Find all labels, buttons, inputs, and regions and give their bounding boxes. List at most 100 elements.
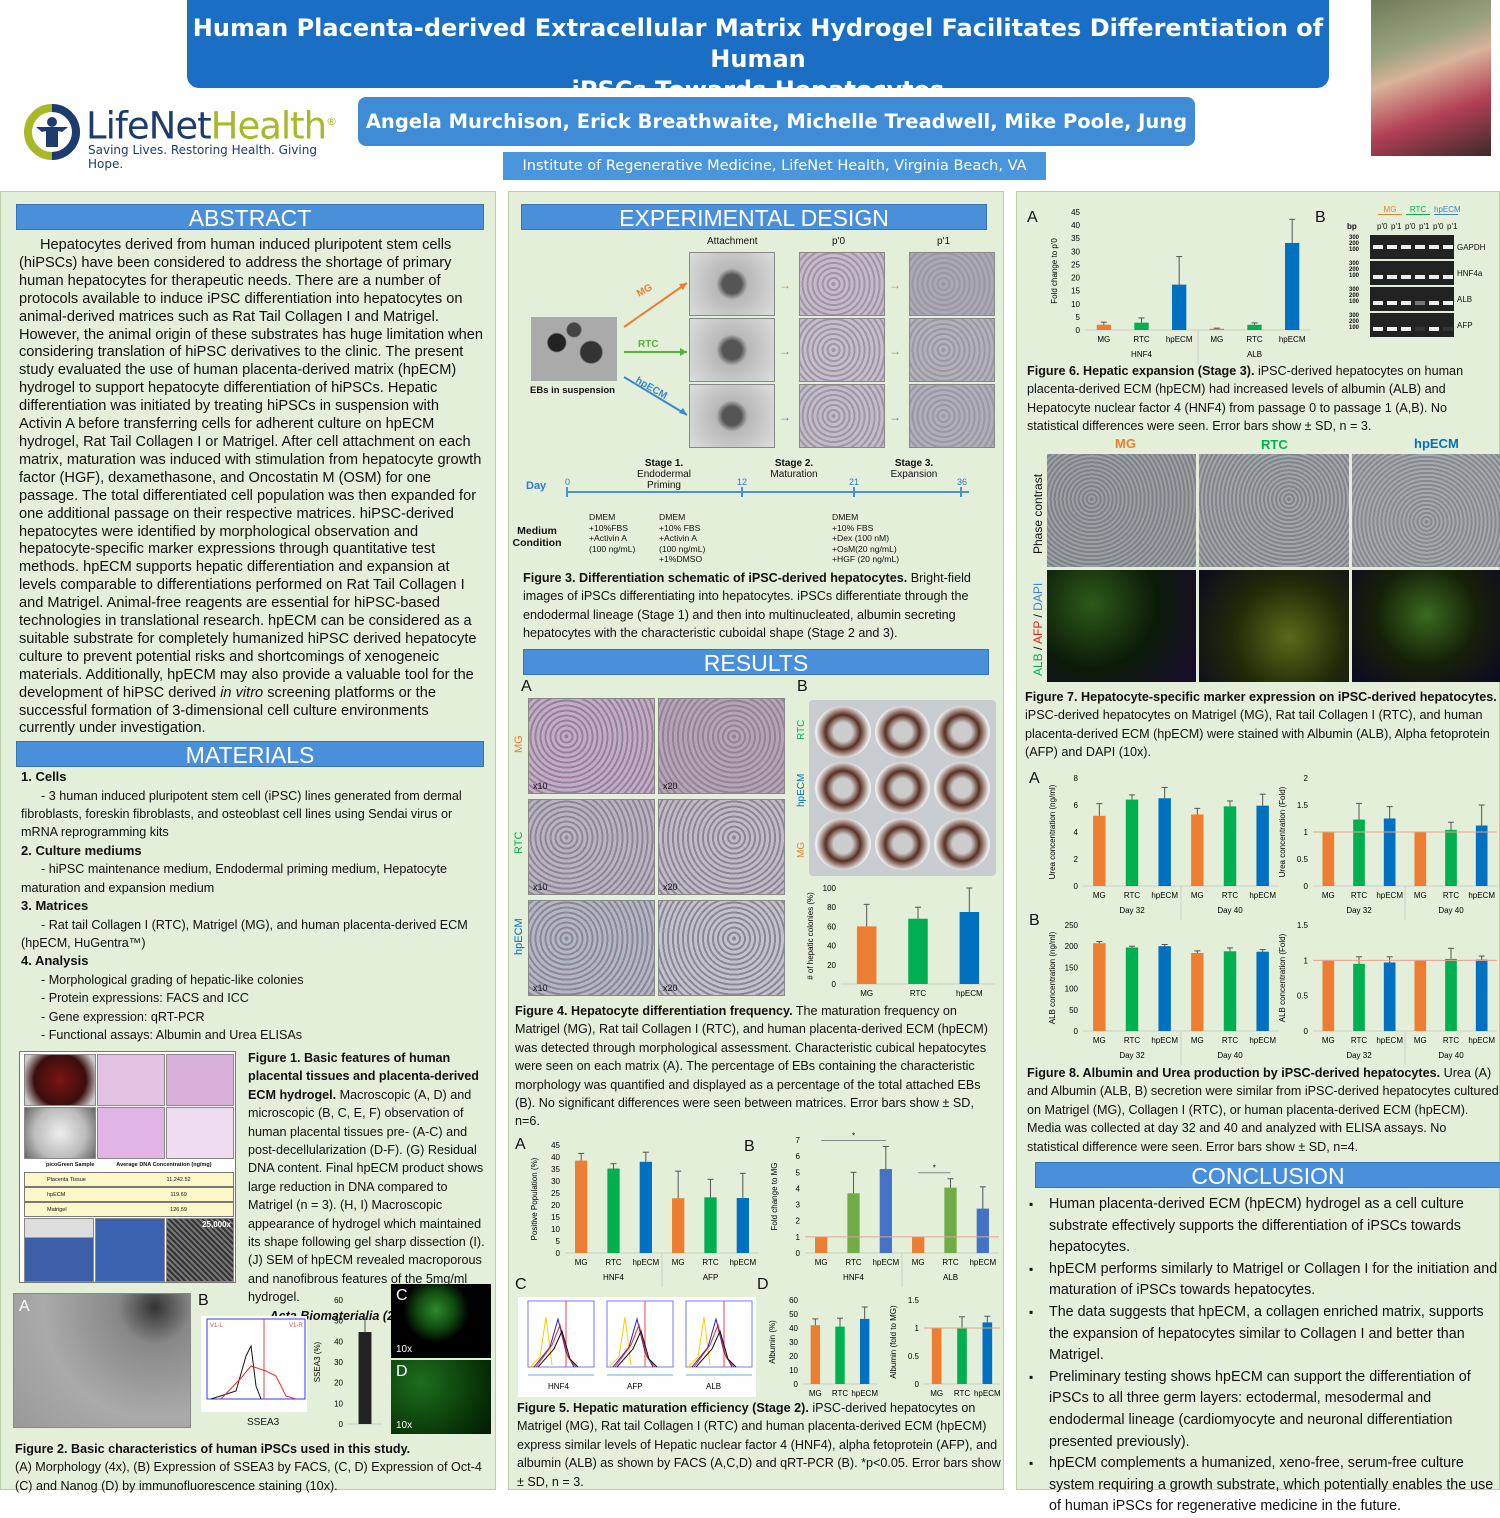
bar xyxy=(1256,951,1269,1031)
bar xyxy=(1134,322,1149,330)
group-label: Day 40 xyxy=(1217,1051,1243,1060)
gel-band xyxy=(1415,327,1425,331)
x-tick-label: RTC xyxy=(845,1258,862,1267)
y-tick-label: 0 xyxy=(556,1249,561,1258)
medium-line: (100 ng/mL) xyxy=(589,543,636,554)
svg-text:36: 36 xyxy=(957,477,967,487)
svg-text:MG: MG xyxy=(635,282,655,300)
fig4-row-label: RTC xyxy=(513,831,525,854)
gel-ladder-label: 300 xyxy=(1349,287,1360,293)
bar xyxy=(1353,819,1365,886)
significance-star: * xyxy=(852,1132,855,1140)
svg-text:V1-R: V1-R xyxy=(289,1323,303,1329)
gel-image xyxy=(1370,313,1454,337)
table-cell: Placenta Tissue xyxy=(47,1176,86,1183)
y-tick-label: 30 xyxy=(1071,247,1080,256)
x-tick-label: hpECM xyxy=(1166,335,1193,344)
experimental-design-heading: EXPERIMENTAL DESIGN xyxy=(521,204,987,231)
fig5b-chart: 0 1 2 3 4 5 6 7 Fold change to MG MG RTC hpECM HNF4 M… xyxy=(770,1132,999,1287)
fig1-panel-d xyxy=(24,1107,96,1159)
y-tick-label: 40 xyxy=(334,1337,343,1346)
fig1-panel-i xyxy=(95,1218,165,1282)
materials-item-line: - 3 human induced pluripotent stem cell … xyxy=(21,788,462,840)
group-label: HNF4 xyxy=(603,1273,624,1282)
gel-gene-label: HNF4a xyxy=(1457,269,1483,278)
bar xyxy=(1475,959,1488,1031)
figure-1-image: picoGreen Sample Average DNA Concentratio… xyxy=(19,1051,236,1283)
gel-band xyxy=(1415,301,1425,305)
x-tick-label: MG xyxy=(1191,891,1204,900)
fig4-well-plate xyxy=(809,700,996,876)
y-tick-label: 8 xyxy=(1074,774,1079,783)
x-tick-label: hpECM xyxy=(1279,335,1306,344)
gel-bp-label: bp xyxy=(1347,222,1357,231)
bar xyxy=(931,1328,942,1384)
group-label: Day 32 xyxy=(1346,906,1372,915)
y-tick-label: 1 xyxy=(915,1324,920,1333)
flow-label: AFP xyxy=(627,1382,643,1391)
gel-group-label: hpECM xyxy=(1434,205,1461,215)
conclusion-bullet: hpECM performs similarly to Matrigel or … xyxy=(1021,1259,1500,1302)
fig2-morphology-image xyxy=(13,1293,191,1428)
medium-line: +HGF (20 ng/mL) xyxy=(832,554,900,564)
y-tick-label: 50 xyxy=(789,1310,798,1319)
arrow-icon: → xyxy=(889,410,901,424)
y-tick-label: 6 xyxy=(1074,801,1079,810)
medium-line: DMEM xyxy=(589,512,616,522)
design-image xyxy=(799,318,885,382)
y-tick-label: 3 xyxy=(796,1201,801,1210)
y-tick-label: 20 xyxy=(789,1352,798,1361)
bar xyxy=(1414,960,1427,1031)
bar xyxy=(575,1160,588,1253)
y-axis-label: SSEA3 (%) xyxy=(313,1341,322,1382)
y-axis-label: Fold change to MG xyxy=(770,1162,779,1230)
bar xyxy=(1093,815,1106,886)
timeline: 0 12 21 36 xyxy=(565,477,969,497)
bar xyxy=(847,1193,860,1253)
bar xyxy=(859,1318,870,1384)
arrow-icon: → xyxy=(889,278,901,292)
x-tick-label: hpECM xyxy=(974,1389,1001,1398)
gel-lane-label: p'1 xyxy=(1419,222,1430,231)
y-tick-label: 5 xyxy=(1076,313,1081,322)
y-tick-label: 45 xyxy=(551,1141,560,1150)
gel-gene-label: GAPDH xyxy=(1457,243,1486,252)
svg-text:hpECM: hpECM xyxy=(634,375,669,402)
x-tick-label: RTC xyxy=(1351,891,1368,900)
fig2-nanog-image: D 10x xyxy=(391,1360,491,1434)
magnification-label: x20 xyxy=(663,983,678,993)
design-image xyxy=(689,318,775,382)
bar xyxy=(959,912,980,984)
fig1-panel-e xyxy=(97,1107,165,1159)
medium-line: +1%DMSO xyxy=(659,554,703,564)
x-tick-label: RTC xyxy=(1246,335,1263,344)
bar xyxy=(835,1326,845,1384)
bar xyxy=(856,926,877,984)
y-axis-label: Positive Population (%) xyxy=(530,1157,539,1240)
y-tick-label: 50 xyxy=(1069,1006,1078,1015)
y-tick-label: 60 xyxy=(334,1296,343,1305)
column-left: ABSTRACT Hepatocytes derived from human … xyxy=(0,191,496,1493)
group-label: HNF4 xyxy=(1131,350,1152,359)
x-tick-label: RTC xyxy=(702,1258,719,1267)
design-image xyxy=(689,252,775,316)
fig1-panel-f xyxy=(166,1107,234,1159)
group-label: Day 40 xyxy=(1438,1051,1464,1060)
y-tick-label: 25 xyxy=(551,1189,560,1198)
table-cell: Matrigel xyxy=(47,1206,67,1213)
fig2-oct4-image: C 10x xyxy=(391,1284,491,1358)
x-tick-label: RTC xyxy=(832,1389,849,1398)
y-tick-label: 0 xyxy=(794,1380,799,1389)
x-tick-label: RTC xyxy=(1443,891,1460,900)
gel-image xyxy=(1370,235,1454,259)
x-tick-label: MG xyxy=(1414,1036,1427,1045)
x-tick-label: hpECM xyxy=(1376,891,1403,900)
bar xyxy=(1191,814,1204,886)
x-tick-label: hpECM xyxy=(1151,891,1178,900)
gel-image xyxy=(1370,287,1454,311)
group-label: Day 40 xyxy=(1438,906,1464,915)
design-image xyxy=(799,384,885,448)
fig6a-chart: 0 5 10 15 20 25 30 35 40 45 Fold change to p'0 MG RT… xyxy=(1050,208,1311,364)
fig4-image: x20 xyxy=(658,799,785,895)
y-tick-label: 20 xyxy=(827,961,836,970)
